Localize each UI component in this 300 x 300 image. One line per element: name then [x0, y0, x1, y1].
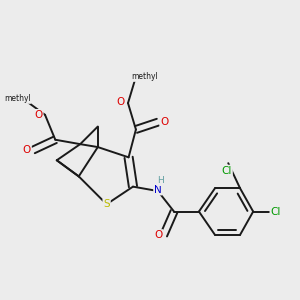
Text: methyl: methyl: [131, 72, 158, 81]
Text: O: O: [23, 145, 31, 155]
Text: N: N: [154, 184, 162, 195]
Text: methyl: methyl: [4, 94, 31, 103]
Text: O: O: [34, 110, 43, 120]
Text: S: S: [103, 199, 110, 209]
Text: O: O: [154, 230, 163, 240]
Text: Cl: Cl: [271, 207, 281, 217]
Text: H: H: [157, 176, 164, 185]
Text: O: O: [116, 97, 125, 106]
Text: Cl: Cl: [222, 166, 232, 176]
Text: O: O: [160, 117, 169, 127]
